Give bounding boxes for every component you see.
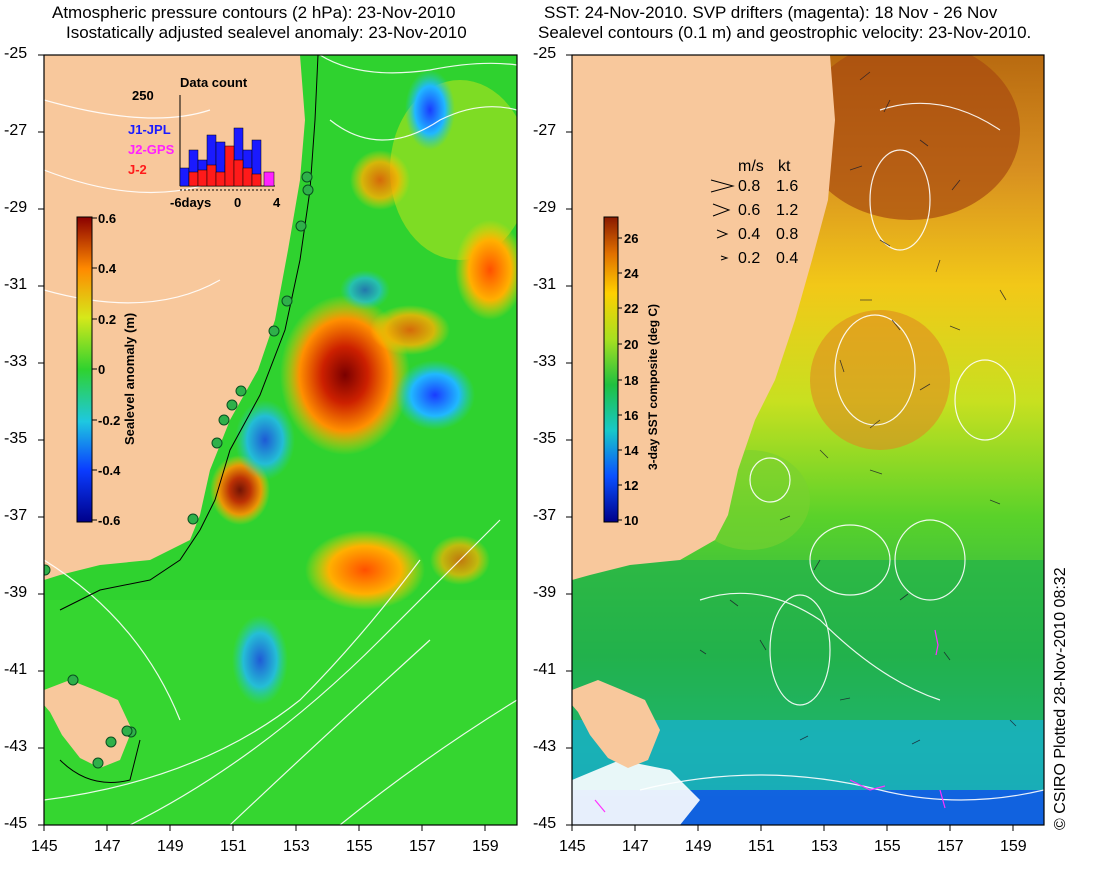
lon-tick-right: 157 xyxy=(937,838,964,855)
velocity-row-ms: 0.6 xyxy=(738,202,761,219)
sla-colorbar-tick: 0.2 xyxy=(98,312,117,327)
lat-tick-right: -39 xyxy=(533,584,557,601)
legend-j-2: J-2 xyxy=(128,162,147,177)
sst-colorbar-tick: 18 xyxy=(624,373,639,388)
velocity-row-ms: 0.8 xyxy=(738,178,761,195)
sst-colorbar-tick: 16 xyxy=(624,408,639,423)
lon-tick-left: 157 xyxy=(409,838,436,855)
mainland-australia-right xyxy=(572,55,835,580)
lat-tick-right: -33 xyxy=(533,353,557,370)
lon-tick-left: 145 xyxy=(31,838,58,855)
legend-j1-jpl: J1-JPL xyxy=(128,122,171,137)
sst-colorbar-tick: 22 xyxy=(624,301,639,316)
lat-tick-left: -25 xyxy=(4,45,28,62)
lat-tick-right: -41 xyxy=(533,661,557,678)
sla-colorbar-tick: 0.6 xyxy=(98,211,117,226)
lat-tick-left: -41 xyxy=(4,661,28,678)
lat-tick-left: -39 xyxy=(4,584,28,601)
lat-tick-left: -45 xyxy=(4,815,28,832)
data-count-xtick: 0 xyxy=(234,195,242,210)
lat-tick-left: -33 xyxy=(4,353,28,370)
lon-tick-left: 155 xyxy=(346,838,373,855)
lat-tick-right: -45 xyxy=(533,815,557,832)
sla-colorbar-tick: -0.2 xyxy=(98,413,121,428)
data-count-ymax: 250 xyxy=(132,88,154,103)
lat-tick-left: -43 xyxy=(4,738,28,755)
lat-tick-left: -29 xyxy=(4,199,28,216)
data-count-histogram xyxy=(179,95,275,191)
lat-tick-right: -31 xyxy=(533,276,557,293)
velocity-row-kt: 0.4 xyxy=(776,250,799,267)
sla-colorbar-tick: -0.4 xyxy=(98,463,121,478)
csiro-credit: © CSIRO Plotted 28-Nov-2010 08:32 xyxy=(1052,567,1069,830)
sla-colorbar-tick: 0 xyxy=(98,362,106,377)
sla-colorbar-tick: -0.6 xyxy=(98,513,121,528)
velocity-row-kt: 1.2 xyxy=(776,202,799,219)
lon-tick-left: 151 xyxy=(220,838,247,855)
sst-colorbar-tick: 10 xyxy=(624,513,639,528)
lon-tick-right: 147 xyxy=(622,838,649,855)
sealevel-anomaly-map xyxy=(44,55,517,825)
velocity-row-kt: 1.6 xyxy=(776,178,799,195)
legend-j2-gps: J2-GPS xyxy=(128,142,175,157)
lon-tick-right: 155 xyxy=(874,838,901,855)
lat-tick-right: -43 xyxy=(533,738,557,755)
left-title-line1: Atmospheric pressure contours (2 hPa): 2… xyxy=(52,3,456,22)
lat-tick-left: -27 xyxy=(4,122,28,139)
sealevel-colorbar xyxy=(76,216,93,523)
sst-colorbar-tick: 24 xyxy=(624,266,639,281)
lon-tick-right: 153 xyxy=(811,838,838,855)
sst-colorbar-tick: 12 xyxy=(624,478,639,493)
lon-tick-left: 159 xyxy=(472,838,499,855)
sst-colorbar-tick: 20 xyxy=(624,337,639,352)
lat-tick-right: -27 xyxy=(533,122,557,139)
data-count-title: Data count xyxy=(180,75,248,90)
lon-tick-right: 145 xyxy=(559,838,586,855)
data-count-xtick: 4 xyxy=(273,195,281,210)
lat-tick-right: -35 xyxy=(533,430,557,447)
sst-colorbar-label: 3-day SST composite (deg C) xyxy=(646,303,660,470)
lat-tick-left: -31 xyxy=(4,276,28,293)
sst-map xyxy=(572,55,1044,825)
data-count-xtick: -6days xyxy=(170,195,212,210)
velocity-legend-arrows xyxy=(710,179,735,261)
lon-tick-left: 153 xyxy=(283,838,310,855)
lat-tick-left: -37 xyxy=(4,507,28,524)
tasmania-right xyxy=(572,680,660,768)
right-title-line2: Sealevel contours (0.1 m) and geostrophi… xyxy=(538,23,1032,42)
sst-colorbar-tick: 26 xyxy=(624,231,639,246)
lon-tick-left: 149 xyxy=(157,838,184,855)
left-title-line2: Isostatically adjusted sealevel anomaly:… xyxy=(66,23,467,42)
lon-tick-right: 159 xyxy=(1000,838,1027,855)
lon-tick-left: 147 xyxy=(94,838,121,855)
lat-tick-right: -37 xyxy=(533,507,557,524)
lat-tick-right: -25 xyxy=(533,45,557,62)
lon-tick-right: 151 xyxy=(748,838,775,855)
lon-tick-right: 149 xyxy=(685,838,712,855)
sst-colorbar xyxy=(603,216,619,523)
sla-colorbar-label: Sealevel anomaly (m) xyxy=(122,312,137,445)
velocity-row-ms: 0.4 xyxy=(738,226,761,243)
sla-colorbar-tick: 0.4 xyxy=(98,261,117,276)
velocity-row-ms: 0.2 xyxy=(738,250,761,267)
lat-tick-right: -29 xyxy=(533,199,557,216)
velocity-row-kt: 0.8 xyxy=(776,226,799,243)
sst-colorbar-tick: 14 xyxy=(624,443,639,458)
velocity-header-ms: m/s xyxy=(738,158,764,175)
velocity-header-kt: kt xyxy=(778,158,791,175)
lat-tick-left: -35 xyxy=(4,430,28,447)
right-title-line1: SST: 24-Nov-2010. SVP drifters (magenta)… xyxy=(544,3,998,22)
